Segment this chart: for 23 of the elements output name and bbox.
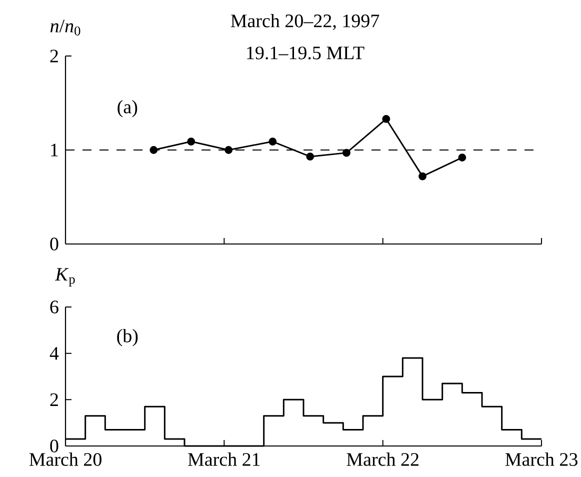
y-tick-label: 0 [50,440,58,452]
point [418,172,426,180]
chart-title: March 20–22, 1997 [230,14,380,30]
point [150,146,158,154]
point [187,138,196,146]
point [342,148,350,157]
y-tick-label: 1 [51,144,58,156]
x-tick-label: March 20 [29,452,102,466]
x-tick-label: March 21 [188,452,260,466]
annotation: (b) [117,328,138,346]
x-tick-label: March 22 [346,452,418,466]
y-tick-label: 0 [50,238,58,250]
y-tick-label: 2 [50,50,58,62]
x-tick-label: March 23 [505,452,578,466]
chart-subtitle: 19.1–19.5 MLT [247,46,364,60]
y-axis-title: n/n$_{0}$ [50,20,80,36]
annotation: (a) [118,100,138,118]
y-axis-title: K$_{p}$ [54,268,75,286]
y-tick-label: 2 [50,393,58,406]
y-tick-label: 4 [50,347,59,360]
y-tick-label: 6 [50,300,58,314]
point [458,154,466,162]
point [382,115,390,123]
